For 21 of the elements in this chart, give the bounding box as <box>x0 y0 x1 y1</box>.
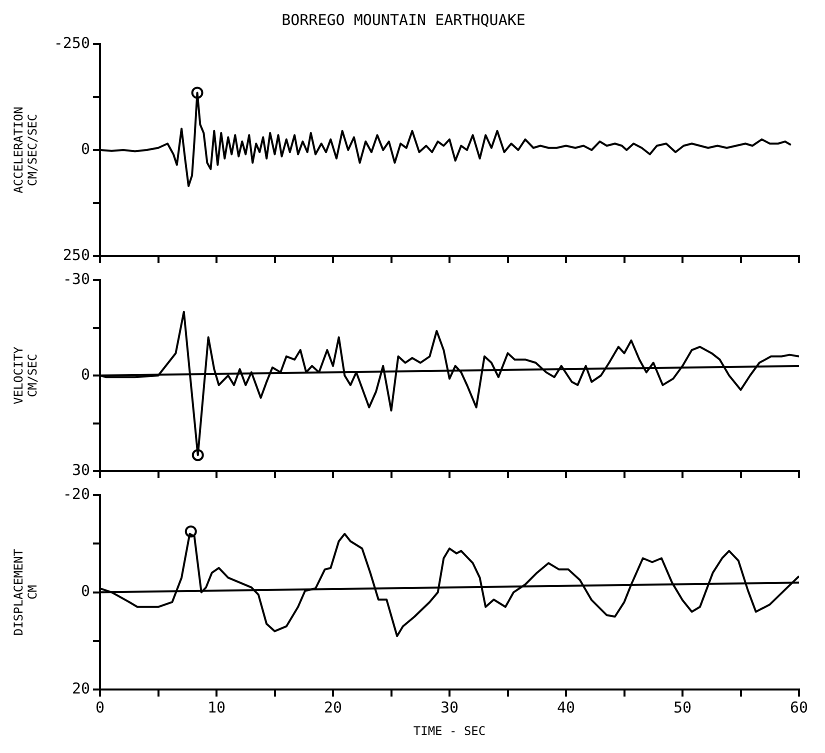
y-tick-label: 250 <box>62 246 90 264</box>
x-tick-label: 30 <box>440 698 459 716</box>
y-tick-label: 0 <box>80 582 90 600</box>
x-tick-label: 20 <box>324 698 342 716</box>
y-tick-label: 0 <box>80 365 90 384</box>
x-tick-label: 10 <box>207 698 226 716</box>
y-tick-label: 0 <box>80 140 90 158</box>
y-tick-label: -30 <box>62 270 90 288</box>
x-tick-label: 50 <box>673 698 692 716</box>
y-axis-title: DISPLACEMENT CM <box>11 548 40 636</box>
x-tick-label: 40 <box>556 698 576 716</box>
y-tick-label: 20 <box>72 679 90 698</box>
x-tick-label: 0 <box>95 698 105 716</box>
y-axis-title: VELOCITY CM/SEC <box>11 346 40 404</box>
y-axis-title: ACCELERATION CM/SEC/SEC <box>11 106 40 194</box>
y-tick-label: -20 <box>62 484 90 503</box>
x-axis-title: TIME - SEC <box>413 724 486 738</box>
y-tick-label: 30 <box>72 460 90 479</box>
x-tick-label: 60 <box>790 698 808 716</box>
y-tick-label: -250 <box>54 34 90 52</box>
chart-title: BORREGO MOUNTAIN EARTHQUAKE <box>282 10 526 29</box>
